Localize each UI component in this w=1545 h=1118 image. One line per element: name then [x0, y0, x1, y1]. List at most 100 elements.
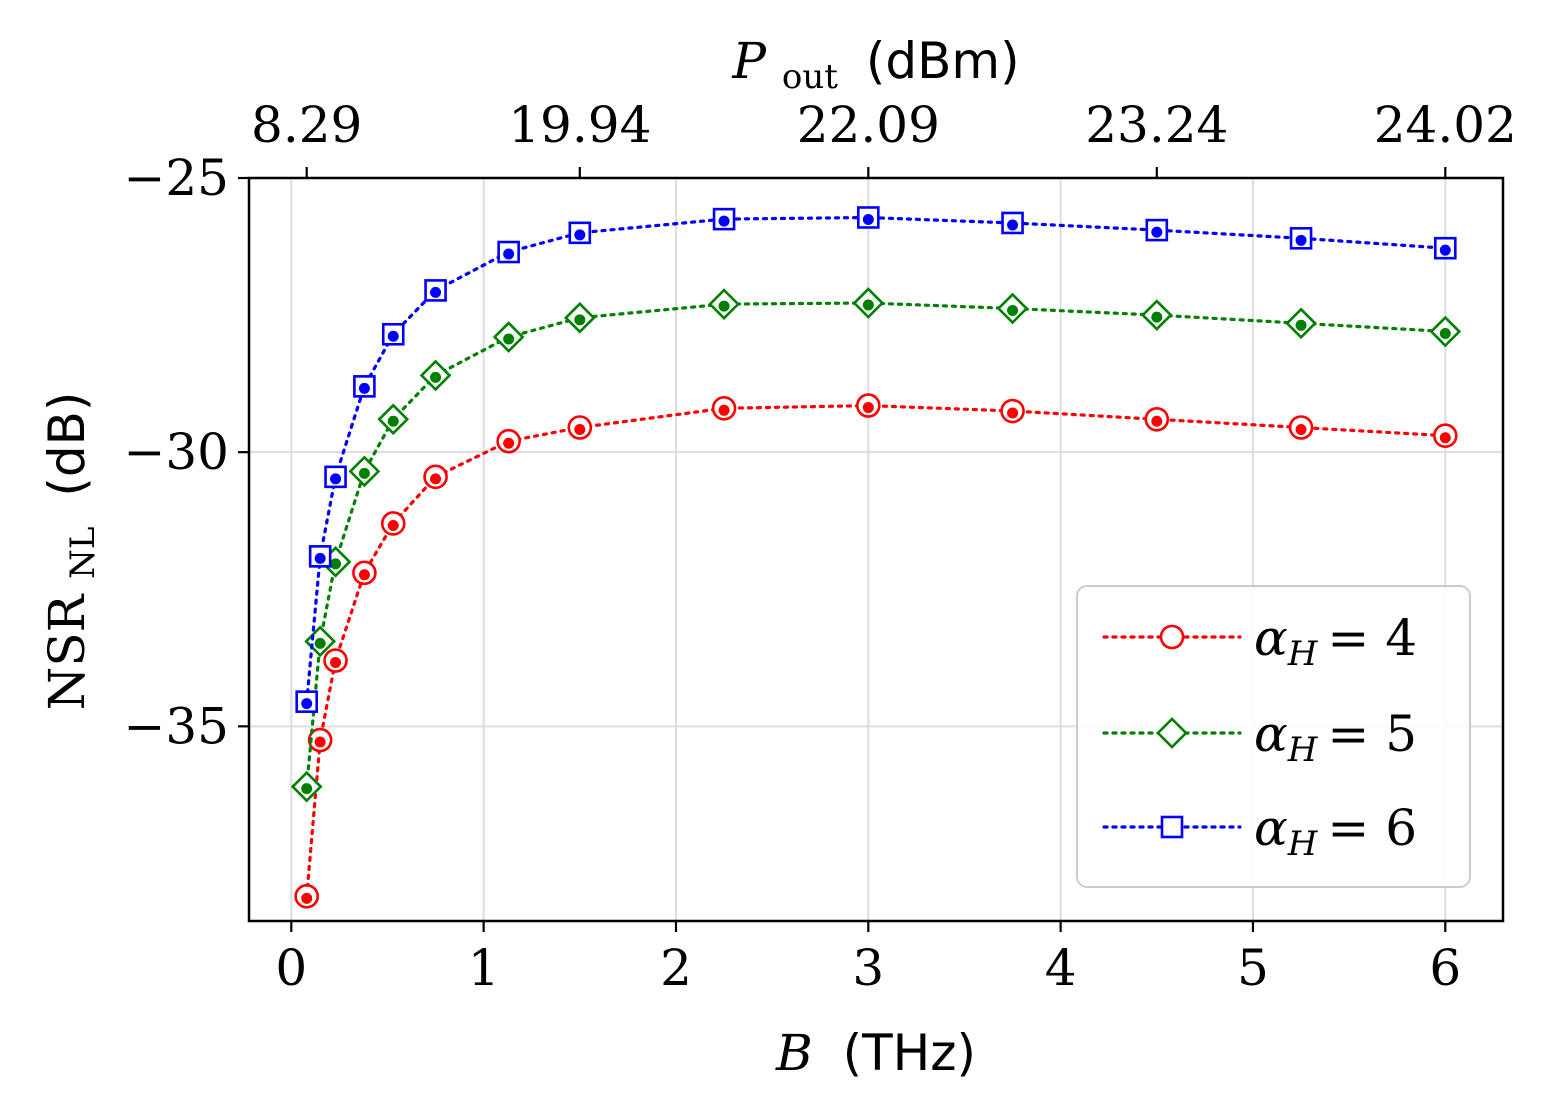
series-2-point-dot [1007, 305, 1019, 317]
y-tick-label: −30 [123, 423, 229, 481]
series-3-point-dot [574, 229, 586, 241]
series-3-line [305, 215, 1447, 704]
series-2-point-dot [1439, 328, 1451, 340]
series-3-point-dot [1007, 219, 1019, 231]
series-2-point-dot [430, 371, 442, 383]
series-1-point-dot [862, 402, 874, 414]
series-3-point [1145, 218, 1169, 242]
series-2-point [290, 770, 323, 803]
series-2-point-dot [387, 415, 399, 427]
series-1-point [1000, 398, 1025, 424]
series-3-point-dot [1151, 226, 1163, 238]
legend-label-symbol: α [1254, 705, 1288, 763]
series-2-point [348, 455, 381, 488]
series-2-point [1285, 307, 1317, 340]
series-1-point [1433, 423, 1458, 449]
series-3-point-dot [387, 330, 399, 342]
series-3-point-dot [314, 552, 326, 564]
series-1-point [1144, 406, 1170, 432]
series-1-point-dot [503, 437, 515, 449]
series-2-point-dot [718, 300, 730, 312]
series-2-point [419, 359, 452, 392]
series-3-point-dot [718, 215, 730, 227]
series-1-point [856, 393, 881, 418]
legend-label-subscript: H [1287, 730, 1319, 770]
series-2-point [563, 301, 596, 334]
legend-label-symbol: α [1254, 799, 1288, 857]
legend-label: αH = 6 [1254, 799, 1417, 864]
legend-label: αH = 5 [1254, 705, 1417, 770]
series-3-point [497, 240, 520, 264]
series-3-point-dot [1439, 244, 1451, 256]
bottom-x-axis: 0 1 2 3 4 5 6 [275, 921, 1461, 997]
x-tick-label: 0 [275, 939, 307, 997]
series-1-point-dot [301, 892, 313, 904]
series-2-point-dot [503, 333, 515, 345]
series-1-point-dot [718, 404, 730, 416]
series-2-point-dot [862, 299, 874, 311]
series-2-point-dot [330, 558, 342, 570]
series-1-point [1288, 415, 1314, 440]
series-3-point [1001, 211, 1024, 235]
x-tick-label: 2 [660, 939, 692, 997]
series-1-point-dot [330, 657, 342, 669]
series-3-point [568, 221, 592, 245]
series-1-point [294, 884, 319, 909]
series-2-point [492, 321, 525, 353]
series-1-point-dot [1295, 423, 1307, 435]
legend-marker [1159, 624, 1185, 650]
legend: αH = 4αH = 5αH = 6 [1076, 585, 1471, 888]
y-axis-title: NSR NL (dB) [38, 392, 106, 711]
series-2-point [1140, 299, 1173, 331]
series-3-point [424, 279, 447, 302]
x-axis-symbol: B [775, 1024, 813, 1082]
series-2-point [708, 288, 740, 320]
legend-label-symbol: α [1254, 609, 1288, 667]
x-tick-label: 3 [852, 939, 884, 997]
legend-entry-3: αH = 6 [1102, 799, 1417, 864]
legend-label-value: = 6 [1327, 799, 1417, 857]
series-3-point [324, 465, 347, 489]
series-1-point-dot [314, 736, 326, 748]
legend-marker [1156, 717, 1188, 749]
series-2-point-dot [1295, 319, 1307, 331]
top-x-axis-subscript: out [782, 57, 838, 97]
series-1-point [567, 415, 593, 440]
series-2 [290, 287, 1462, 803]
series-3-point [295, 690, 318, 713]
y-axis-subscript: NL [63, 527, 103, 579]
top-x-axis-symbol: P [731, 32, 767, 90]
legend-label-value: = 4 [1327, 609, 1417, 667]
series-1-point-dot [387, 519, 399, 531]
series-2-point-dot [301, 783, 313, 795]
plot-series [290, 206, 1462, 909]
left-y-axis: −25 −30 −35 [123, 149, 249, 755]
series-2-point [852, 287, 885, 319]
series-2-point-dot [314, 637, 326, 649]
series-3-point [857, 206, 880, 229]
top-x-tick-label: 22.09 [797, 96, 940, 154]
legend-entry-2: αH = 5 [1102, 705, 1417, 770]
legend-marker [1160, 815, 1184, 839]
plot-frame [247, 176, 1505, 923]
legend-label-value: = 5 [1327, 705, 1417, 763]
series-1-line [305, 403, 1447, 898]
top-x-axis: 8.29 19.94 22.09 23.24 24.02 [251, 96, 1517, 178]
series-1-point [323, 648, 348, 673]
legend-label: αH = 4 [1254, 609, 1417, 674]
series-3-point [353, 375, 376, 398]
series-2-point [377, 403, 410, 436]
series-3 [295, 206, 1457, 713]
top-x-tick-label: 8.29 [251, 96, 362, 154]
x-tick-label: 5 [1237, 939, 1269, 997]
x-tick-label: 1 [468, 939, 500, 997]
x-axis-unit: (THz) [843, 1024, 976, 1082]
legend-label-subscript: H [1287, 824, 1319, 864]
series-1-point-dot [1151, 415, 1163, 427]
y-tick-label: −25 [123, 149, 229, 207]
series-2-point [996, 292, 1029, 325]
series-3-point [381, 322, 405, 346]
series-2-point-dot [574, 314, 586, 326]
